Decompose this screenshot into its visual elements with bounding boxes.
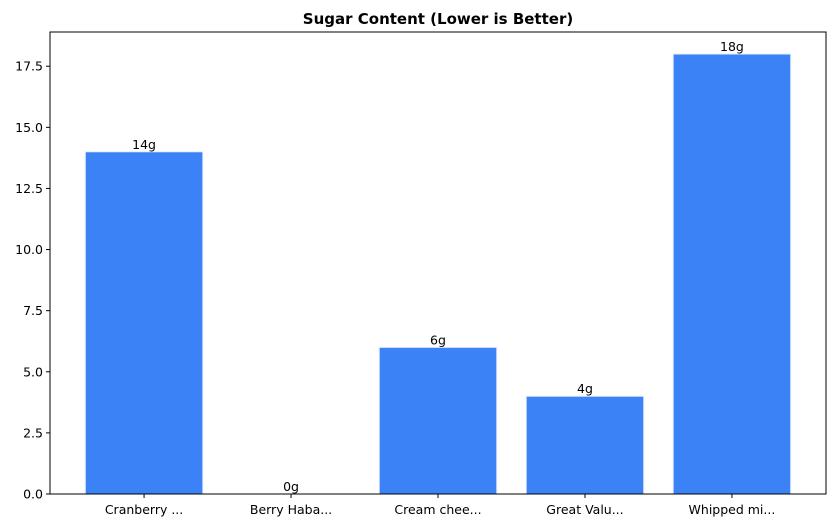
data-label: 6g [430,332,446,347]
bar [378,346,498,495]
bar [672,53,792,495]
x-tick-label: Great Valu... [546,502,623,517]
x-tick-label: Cream chee... [394,502,481,517]
y-tick-label: 0.0 [23,487,43,502]
data-label: 4g [577,381,593,396]
data-label: 18g [720,39,744,54]
bar [525,395,645,495]
x-tick-label: Whipped mi... [689,502,776,517]
x-tick-label: Berry Haba... [250,502,332,517]
data-label: 14g [132,137,156,152]
bar [84,151,204,495]
chart-title: Sugar Content (Lower is Better) [303,10,573,28]
data-label: 0g [283,479,299,494]
y-tick-label: 17.5 [15,59,43,74]
plot-frame [49,31,827,495]
y-tick-label: 2.5 [23,425,43,440]
y-tick-label: 5.0 [23,364,43,379]
y-tick-label: 7.5 [23,303,43,318]
x-tick-label: Cranberry ... [105,502,183,517]
y-tick-label: 15.0 [15,120,43,135]
y-tick-label: 10.0 [15,242,43,257]
y-tick-label: 12.5 [15,181,43,196]
